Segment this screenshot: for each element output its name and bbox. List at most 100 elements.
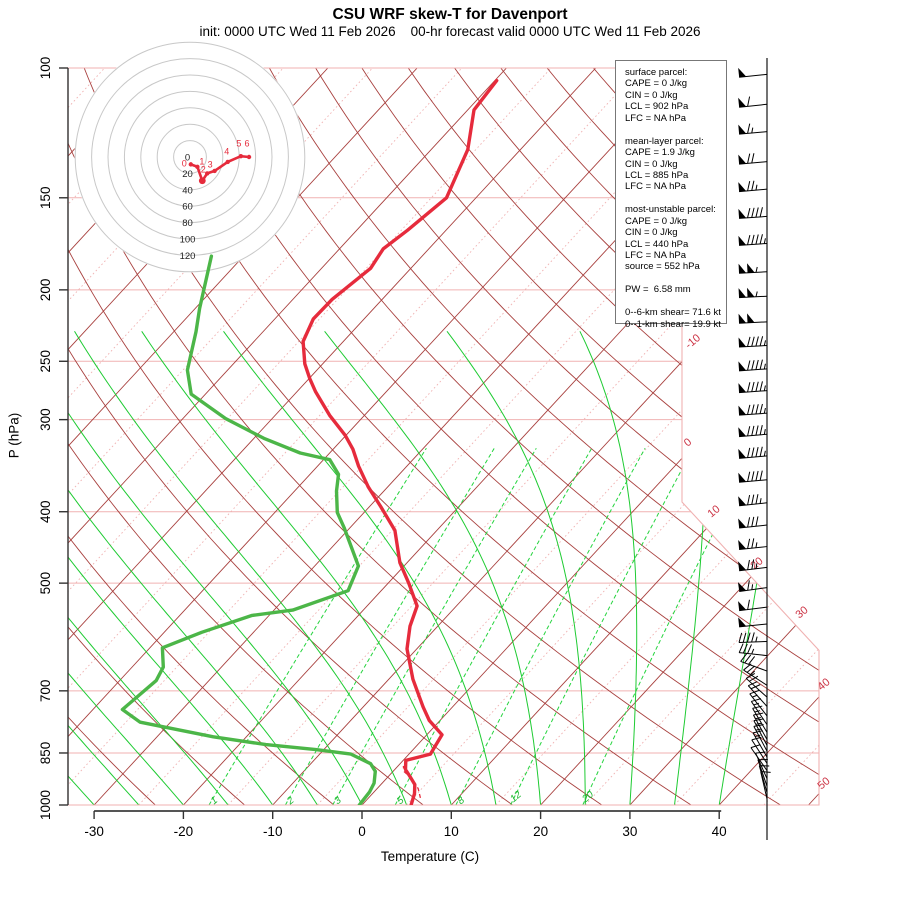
wind-barb-full [747,382,751,393]
wind-barb-full [751,207,755,218]
hodograph-ring [123,90,257,224]
wind-barb-full [755,381,759,392]
wind-barb-pennant [738,601,747,611]
info-box-line: most-unstable parcel: [625,204,716,216]
wind-barb [738,180,768,193]
wind-barb-full [738,632,743,643]
wind-barb [738,381,768,394]
wind-barb-full [751,516,755,527]
isotherm-edge-label: 50 [816,775,833,792]
wind-barb-half [754,734,761,737]
wind-barb-full [745,672,756,679]
wind-barb [738,643,768,657]
wind-barb-pennant [738,427,747,437]
info-box-line: CIN = 0 J/kg [625,158,678,170]
wind-barb-half [763,238,766,244]
wind-barb-full [755,447,759,457]
mixing-ratio-label: 2 [284,795,296,808]
wind-barb-pennant [738,208,747,219]
mixing-ratio-line [208,447,427,805]
info-box-line: CIN = 0 J/kg [625,227,678,239]
isotherm-edge-label: 0 [682,436,694,449]
wind-barb-full [759,425,763,435]
wind-barb [738,538,768,550]
wind-barb-full [751,381,755,392]
moist-adiabat-line [0,331,5,805]
hodograph-trace-point [198,177,206,185]
wind-barb-full [738,643,744,653]
wind-barb-full [740,653,748,662]
wind-barb-full [751,425,755,436]
wind-barb-full [759,403,763,414]
wind-barb-half [754,710,761,713]
x-axis-label: Temperature (C) [380,849,480,864]
dry-adiabat-line [68,68,535,805]
x-axis-tick-label: 30 [622,824,637,839]
y-axis-tick-label: 300 [38,408,53,431]
hodograph-km-label: 2 [201,164,206,174]
y-axis-tick-label: 100 [38,57,53,80]
moist-adiabat-line [674,331,706,805]
dry-adiabat-line [214,68,819,805]
wind-barb-full [742,643,748,654]
wind-barb-pennant [747,263,755,273]
wind-barb-full [751,632,755,643]
x-axis-tick-label: -20 [174,824,194,839]
wind-barb-half [755,722,762,725]
info-box-line: CAPE = 0 J/kg [625,78,688,90]
wind-barb-full [746,665,756,673]
wind-barb-full [747,153,751,164]
wind-barb-pennant [738,561,747,571]
wind-barb [760,771,771,799]
wind-barb-pennant [738,288,747,298]
info-box-line: CIN = 0 J/kg [625,89,678,101]
moist-adiabat-line [68,331,318,805]
wind-barb [750,744,768,771]
wind-barb-shaft [739,345,768,348]
wind-barb-full [749,675,759,682]
isotherm-line [540,68,819,805]
wind-barb-pennant [738,337,747,348]
dry-adiabat-line [68,68,354,805]
moist-adiabat-line [579,331,638,805]
mixing-ratio-lines [208,447,757,805]
wind-barb-shaft [758,765,768,793]
wind-barb-half [755,563,758,569]
hodograph-trace-point [188,162,194,167]
x-axis-tick-label: 0 [358,824,366,839]
wind-barb-half [763,429,766,435]
wind-barb-full [750,684,761,690]
info-box-line: LCL = 885 hPa [625,169,689,181]
wind-barb-pennant [738,540,747,550]
wind-barb [747,681,768,707]
info-box-line [625,124,726,135]
wind-barb-full [747,538,751,549]
wind-barb [738,313,768,324]
wind-barb-full [751,698,762,702]
wind-barb-pennant [747,313,755,323]
wind-barb [738,67,768,78]
wind-barb-full [753,712,764,716]
hodograph-trace [190,154,250,184]
wind-barb-pennant [738,263,747,274]
sounding-curves [120,78,499,805]
isotherm-line [68,68,507,805]
wind-barb-half [751,648,755,655]
wind-barb-full [742,632,747,643]
mixing-ratio-label: 1 [209,795,220,807]
wind-barb [738,207,768,219]
wind-barb-full [747,471,751,482]
wind-barb-shaft [739,242,768,246]
wind-barb [738,617,768,628]
hodograph-km-label: 3 [208,159,213,169]
wind-barb-half [751,584,754,590]
wind-barb-shaft [750,747,768,771]
wind-barb-full [755,336,759,347]
wind-barb-half [751,127,754,134]
info-box-line: PW = 6.58 mm [625,284,691,296]
wind-barb-half [755,636,758,643]
wind-barb-full [759,446,763,457]
minor-isotherm-line [227,68,819,805]
